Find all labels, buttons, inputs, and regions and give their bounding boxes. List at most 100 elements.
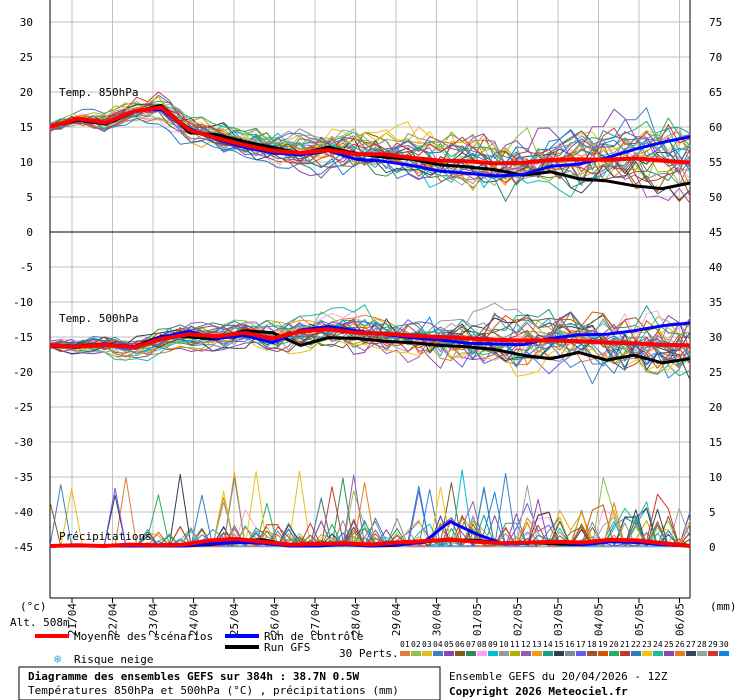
- right-tick-label: 50: [709, 191, 722, 204]
- pert-legend-swatch: [587, 651, 597, 656]
- x-tick-label: 05/05: [633, 603, 646, 636]
- left-tick-label: -25: [13, 401, 33, 414]
- pert-legend-label: 13: [532, 640, 542, 649]
- pert-legend-swatch: [675, 651, 685, 656]
- pert-legend-label: 06: [455, 640, 465, 649]
- pert-legend-swatch: [576, 651, 586, 656]
- right-tick-label: 30: [709, 331, 722, 344]
- right-tick-label: 35: [709, 296, 722, 309]
- pert-legend-label: 12: [521, 640, 531, 649]
- right-tick-label: 25: [709, 366, 722, 379]
- footer-box: [18, 666, 441, 700]
- pert-legend-swatch: [598, 651, 608, 656]
- pert-legend-swatch: [477, 651, 487, 656]
- chart-grid: [49, 0, 691, 599]
- x-tick-label: 03/05: [552, 603, 565, 636]
- left-tick-label: -5: [20, 261, 33, 274]
- pert-legend-swatch: [653, 651, 663, 656]
- pert-legend-label: 30: [719, 640, 729, 649]
- pert-legend-label: 11: [510, 640, 520, 649]
- left-tick-label: 30: [20, 16, 33, 29]
- altitude-label: Alt. 508m: [10, 616, 70, 629]
- left-tick-label: 5: [26, 191, 33, 204]
- pert-legend-label: 23: [642, 640, 652, 649]
- right-tick-label: 45: [709, 226, 722, 239]
- right-tick-label: 0: [709, 541, 716, 554]
- footer-copyright: Copyright 2026 Meteociel.fr: [449, 685, 628, 698]
- right-tick-label: 40: [709, 261, 722, 274]
- pert-legend-label: 10: [499, 640, 509, 649]
- legend: Moyenne des scénarios Run de contrôle Ru…: [35, 630, 729, 666]
- x-tick-label: 30/04: [431, 603, 444, 636]
- left-tick-label: 15: [20, 121, 33, 134]
- left-tick-label: -15: [13, 331, 33, 344]
- pert-legend-swatch: [631, 651, 641, 656]
- perturbation-line: [49, 96, 691, 170]
- pert-legend-swatch: [620, 651, 630, 656]
- perturbation-line: [49, 100, 691, 202]
- x-tick-label: 29/04: [390, 603, 403, 636]
- panel-label-500: Temp. 500hPa: [59, 312, 138, 325]
- panel-label-850: Temp. 850hPa: [59, 86, 138, 99]
- pert-legend-swatch: [510, 651, 520, 656]
- pert-legend-label: 21: [620, 640, 630, 649]
- perturbation-line: [49, 106, 691, 176]
- main-series-lines: [49, 103, 691, 548]
- x-tick-label: 04/05: [593, 603, 606, 636]
- pert-legend-swatch: [554, 651, 564, 656]
- left-tick-label: -40: [13, 506, 33, 519]
- pert-legend-label: 24: [653, 640, 663, 649]
- x-tick-label: 21/04: [66, 603, 79, 636]
- legend-perturbation-swatches: 01 02 03 04 05 06 07 08 09 10 11 12 13 14 15 16 17 18 19 20…: [400, 640, 729, 656]
- footer-subtitle: Températures 850hPa et 500hPa (°C) , pré…: [28, 684, 399, 697]
- right-tick-label: 15: [709, 436, 722, 449]
- pert-legend-swatch: [686, 651, 696, 656]
- pert-legend-label: 19: [598, 640, 608, 649]
- right-tick-label: 65: [709, 86, 722, 99]
- axis-labels: 302520151050-5-10-15-20-25-30-35-40-4575…: [13, 16, 722, 636]
- pert-legend-swatch: [565, 651, 575, 656]
- left-tick-label: 0: [26, 226, 33, 239]
- pert-legend-label: 03: [422, 640, 432, 649]
- left-tick-label: 10: [20, 156, 33, 169]
- x-tick-label: 25/04: [228, 603, 241, 636]
- pert-legend-swatch: [697, 651, 707, 656]
- x-tick-label: 23/04: [147, 603, 160, 636]
- pert-legend-swatch: [400, 651, 410, 656]
- x-tick-label: 27/04: [309, 603, 322, 636]
- pert-legend-label: 22: [631, 640, 641, 649]
- pert-legend-swatch: [466, 651, 476, 656]
- pert-legend-label: 16: [565, 640, 575, 649]
- perturbation-line: [49, 115, 691, 191]
- pert-legend-swatch: [422, 651, 432, 656]
- legend-control-label: Run de contrôle: [264, 630, 363, 643]
- right-axis-unit: (mm): [710, 600, 737, 613]
- legend-perts-label: 30 Perts.: [339, 647, 399, 660]
- pert-legend-label: 01: [400, 640, 410, 649]
- pert-legend-swatch: [411, 651, 421, 656]
- left-tick-label: -45: [13, 541, 33, 554]
- right-tick-label: 20: [709, 401, 722, 414]
- pert-legend-label: 25: [664, 640, 674, 649]
- pert-legend-label: 17: [576, 640, 586, 649]
- perturbation-line: [49, 304, 691, 367]
- perturbation-line: [49, 316, 691, 368]
- pert-legend-label: 29: [708, 640, 718, 649]
- right-tick-label: 10: [709, 471, 722, 484]
- right-tick-label: 60: [709, 121, 722, 134]
- right-tick-label: 70: [709, 51, 722, 64]
- pert-legend-label: 20: [609, 640, 619, 649]
- pert-legend-label: 28: [697, 640, 707, 649]
- pert-legend-swatch: [488, 651, 498, 656]
- left-tick-label: -10: [13, 296, 33, 309]
- left-tick-label: -20: [13, 366, 33, 379]
- pert-legend-label: 02: [411, 640, 421, 649]
- snowflake-icon: ❄: [53, 653, 62, 666]
- pert-legend-label: 04: [433, 640, 443, 649]
- perturbation-line: [49, 318, 691, 380]
- pert-legend-swatch: [609, 651, 619, 656]
- pert-legend-swatch: [444, 651, 454, 656]
- pert-legend-label: 14: [543, 640, 553, 649]
- pert-legend-swatch: [642, 651, 652, 656]
- pert-legend-label: 08: [477, 640, 487, 649]
